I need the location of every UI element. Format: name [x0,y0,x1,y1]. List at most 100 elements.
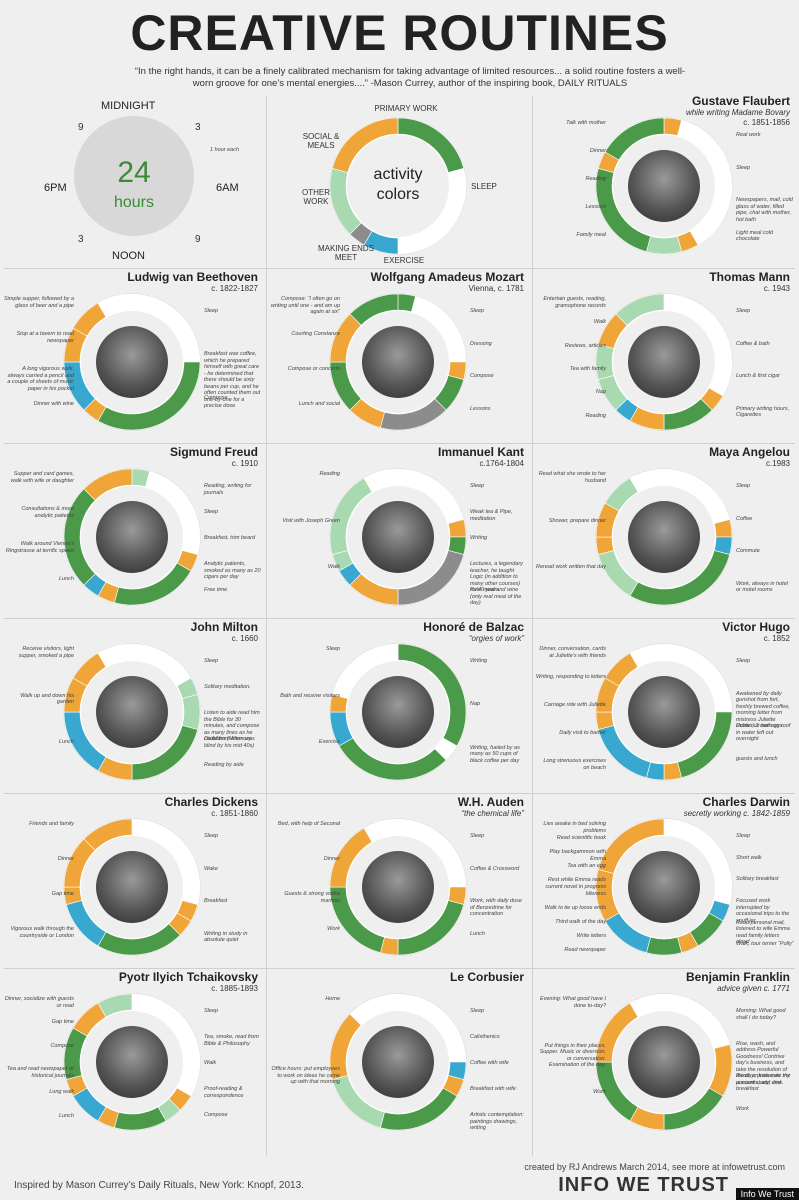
activity-label-right: Sleep [736,658,751,664]
activity-center-1: activity [373,166,423,183]
activity-label-right: Compose [470,373,494,379]
clock-3-top: 3 [195,122,201,133]
routine-john-milton: John Milton c. 1660 Receive visitors, ligh… [0,618,266,793]
activity-label-left: Dinner [323,856,340,862]
activity-label-right: Lessons [470,405,491,412]
activity-label-left: Put things in their places. Supper. Musi… [539,1042,606,1069]
person-name: W.H. Auden [457,795,524,809]
portrait-image [628,150,700,222]
person-name: Victor Hugo [722,620,790,634]
immanuel-kant-segment-sleep [363,468,399,493]
activity-label-right: Work, with daily dose of Benzedrine for … [470,898,522,917]
activity-label-left: Exercise [318,739,340,746]
intro-quote: “In the right hands, it can be a finely … [134,66,686,89]
footer-created: created by RJ Andrews March 2014, see mo… [524,1162,785,1172]
activity-label-right: Nap [470,701,481,708]
activity-label-left: Carriage ride with Juliette [543,702,606,708]
activity-label-left: Walk [593,319,606,326]
activity-label-left: Courting Constanze [291,331,340,337]
activity-label-right: Sleep [204,308,219,314]
person-name: Ludwig van Beethoven [127,270,258,284]
person-name: Benjamin Franklin [685,970,790,984]
activity-label-right: Solitary meditation. [204,684,251,690]
portrait-image [362,676,434,748]
image-credit: Info We Trust [735,1188,799,1200]
activity-label-left: Talk with mother [566,120,606,126]
activity-label-left: Stop at a tavern to read newspaper [16,331,74,344]
ludwig-van-beethoven-segment-sleep [97,293,133,318]
sigmund-freud-segment-social [83,468,133,501]
activity-label-left: Vigorous walk through the countryside or… [10,926,75,939]
routine-ludwig-van-beethoven: Ludwig van Beethoven c. 1822-1827 Simple s… [0,268,266,443]
charles-darwin-segment-primary [646,936,682,956]
clock-9-top: 9 [78,122,84,133]
clock-hours: hours [113,194,155,211]
person-name: Charles Darwin [702,795,790,809]
victor-hugo-segment-sleep [629,643,665,668]
activity-other: OTHER WORK [302,188,330,206]
activity-label-right: Lunch & first cigar [736,373,781,379]
routine-immanuel-kant: Immanuel Kant c.1764-1804 Reading Visit wit… [266,443,532,618]
activity-label-right: Coffee [736,515,753,522]
activity-label-left: Work [327,926,340,932]
person-date: c. 1660 [231,634,258,643]
activity-label-right: Breakfast was coffee, which he prepared … [204,351,261,410]
person-name: John Milton [190,620,258,634]
activity-label-right: Free time [204,587,228,593]
activity-label-right: Newspapers, mail, cold glass of water, f… [736,197,793,223]
person-name: Wolfgang Amadeus Mozart [370,270,524,284]
person-subtitle: while writing Madame Bovary [685,108,790,117]
john-milton-segment-sleep [97,643,133,668]
person-date: c. 1943 [763,284,790,293]
activity-label-left: Tea and read newspaper or historical jou… [6,1066,74,1079]
activity-label-right: Compose [204,1112,228,1118]
activity-label-right: Lunch [470,930,485,937]
activity-label-left: Bath and receive visitors [280,692,340,699]
person-subtitle: “orgies of work” [468,634,524,643]
activity-label-left: Gap time [51,891,74,897]
person-date: c. 1851-1860 [211,809,258,818]
person-date: c. 1852 [763,634,790,643]
person-date: Vienna, c. 1781 [468,284,524,293]
activity-label-left: Guests & strong vodka martinis [284,891,340,904]
maya-angelou-segment-sleep [629,468,665,493]
activity-label-right: Sleep [470,483,485,489]
activity-label-right: Real work [736,132,761,138]
activity-label-left: Walk around Vienna’s Ringstrasse at terr… [5,541,74,554]
gustave-flaubert-segment-primary [604,117,665,161]
activity-label-right: Tea, smoke, read from Bible & Philosophy [204,1034,259,1047]
activity-making: MAKING ENDS MEET [317,244,374,262]
activity-label-left: Tea with family [569,366,606,372]
activity-label-right: Writing [470,658,488,664]
activity-label-right: Sleep [204,509,219,515]
routine-w-h-auden: W.H. Auden “the chemical life” Bed, with h… [266,793,532,968]
person-name: Pyotr Ilyich Tchaikovsky [118,970,258,984]
legend-clock-cell: MIDNIGHT 9 3 6PM 6AM 3 9 24 hours NOON 1… [0,92,266,267]
activity-label-right: Reading by aide [204,762,244,768]
routine-sigmund-freud: Sigmund Freud c. 1910 Supper and card game… [0,443,266,618]
clock-noon-label: NOON [112,250,145,262]
activity-label-left: Tea with an egg [567,863,606,869]
routine-charles-darwin: Charles Darwin secretly working c. 1842-1… [532,793,798,968]
activity-label-right: Focused work interrupted by occasional t… [736,898,790,924]
activity-label-left: Lunch [59,739,74,746]
w-h-auden-segment-sleep [363,818,399,843]
gustave-flaubert-segment-other [646,235,682,255]
person-date: c. 1885-1893 [211,984,258,993]
activity-label-left: Gap time [51,1019,74,1026]
activity-label-left: Read what she wrote to her husband [538,471,606,484]
activity-label-left: Sleep [325,646,340,652]
person-date: c. 1822-1827 [211,284,258,293]
activity-label-left: Reading [319,471,341,477]
charles-dickens-segment-social [83,818,133,851]
activity-label-right: Public ice bath on roof in water left ou… [736,723,791,742]
activity-label-right: Writing, fueled by as many as 50 cups of… [470,744,520,764]
activity-label-right: Coffee & bath [736,340,770,347]
activity-primary: PRIMARY WORK [374,104,438,113]
divider-h5 [4,968,795,969]
person-name: Charles Dickens [164,795,258,809]
activity-label-left: Lunch [59,576,74,582]
routine-le-corbusier: Le Corbusier Home Office hours: put employ… [266,968,532,1143]
activity-label-left: Walk up and down his garden [20,692,74,706]
activity-label-left: Reading [585,412,607,419]
